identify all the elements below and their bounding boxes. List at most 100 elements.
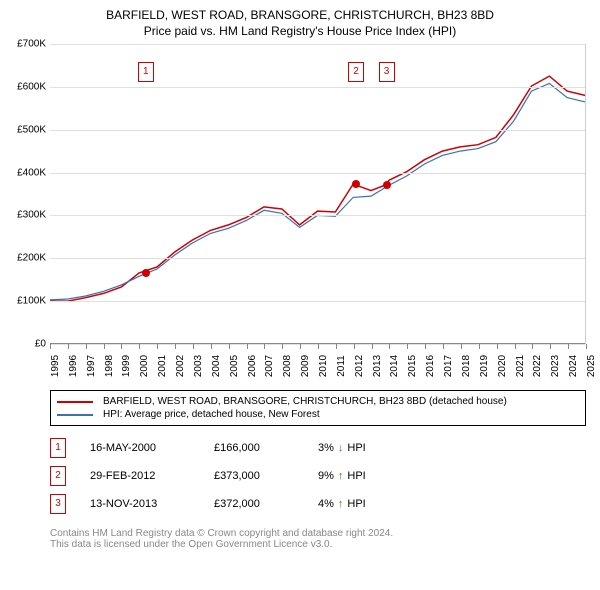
x-axis-label: 2010	[318, 355, 329, 377]
x-tick	[389, 344, 390, 349]
gridline	[50, 44, 585, 45]
gridline	[50, 130, 585, 131]
x-axis-label: 2011	[336, 355, 347, 377]
arrow-up-icon: ↑	[338, 470, 344, 482]
gridline	[50, 301, 585, 302]
y-axis-label: £100K	[17, 296, 50, 307]
x-tick	[550, 344, 551, 349]
event-diff: 9% ↑HPI	[318, 470, 366, 482]
footer-attribution: Contains HM Land Registry data © Crown c…	[50, 528, 586, 550]
event-price: £372,000	[214, 498, 294, 510]
x-tick	[86, 344, 87, 349]
footer-line-2: This data is licensed under the Open Gov…	[50, 539, 586, 550]
chart-area: £0£100K£200K£300K£400K£500K£600K£700K123…	[50, 44, 586, 384]
y-axis-label: £600K	[17, 81, 50, 92]
x-tick	[354, 344, 355, 349]
x-axis-label: 1997	[86, 355, 97, 377]
marker-badge: 1	[138, 62, 154, 82]
arrow-down-icon: ↓	[338, 442, 344, 454]
x-tick	[336, 344, 337, 349]
x-axis-label: 1995	[50, 355, 61, 377]
x-tick	[50, 344, 51, 349]
event-diff: 3%↓HPI	[318, 442, 366, 454]
series-line-property	[50, 76, 585, 301]
x-axis-label: 2023	[550, 355, 561, 377]
x-axis-label: 2016	[425, 355, 436, 377]
x-axis-labels: 1995199619971998199920002001200220032004…	[50, 344, 586, 384]
x-axis-label: 2002	[175, 355, 186, 377]
gridline	[50, 87, 585, 88]
x-tick	[68, 344, 69, 349]
x-tick	[568, 344, 569, 349]
marker-dot	[142, 269, 150, 277]
event-diff-pct: 4%	[318, 498, 334, 510]
x-axis-label: 2003	[193, 355, 204, 377]
series-line-hpi	[50, 83, 585, 300]
x-axis-label: 2017	[443, 355, 454, 377]
y-axis-label: £400K	[17, 167, 50, 178]
legend-swatch	[57, 401, 93, 403]
x-axis-label: 2021	[515, 355, 526, 377]
x-tick	[407, 344, 408, 349]
event-row: 2 29-FEB-2012 £373,000 9% ↑HPI	[50, 462, 586, 490]
x-tick	[193, 344, 194, 349]
y-axis-label: £0	[35, 339, 50, 350]
x-tick	[104, 344, 105, 349]
gridline	[50, 215, 585, 216]
event-row: 116-MAY-2000£166,0003%↓HPI	[50, 434, 586, 462]
x-tick	[282, 344, 283, 349]
arrow-up-icon: ↑	[338, 498, 344, 510]
x-axis-label: 2025	[586, 355, 597, 377]
marker-dot	[352, 180, 360, 188]
event-vs-label: HPI	[347, 470, 365, 482]
event-price: £373,000	[214, 470, 294, 482]
event-price: £166,000	[214, 442, 294, 454]
legend-row: BARFIELD, WEST ROAD, BRANSGORE, CHRISTCH…	[57, 395, 579, 408]
legend-row: HPI: Average price, detached house, New …	[57, 408, 579, 421]
event-vs-label: HPI	[347, 442, 365, 454]
gridline	[50, 173, 585, 174]
event-vs-label: HPI	[347, 498, 365, 510]
x-tick	[497, 344, 498, 349]
x-axis-label: 2013	[372, 355, 383, 377]
x-tick	[532, 344, 533, 349]
x-axis-label: 2015	[407, 355, 418, 377]
plot-region: £0£100K£200K£300K£400K£500K£600K£700K123	[50, 44, 586, 344]
x-tick	[157, 344, 158, 349]
x-tick	[461, 344, 462, 349]
x-axis-label: 2019	[479, 355, 490, 377]
event-badge: 2	[50, 466, 66, 486]
x-axis-label: 2006	[247, 355, 258, 377]
events-table: 116-MAY-2000£166,0003%↓HPI229-FEB-2012£3…	[50, 434, 586, 518]
x-tick	[586, 344, 587, 349]
x-tick	[372, 344, 373, 349]
x-tick	[229, 344, 230, 349]
y-axis-label: £500K	[17, 124, 50, 135]
x-tick	[121, 344, 122, 349]
x-tick	[318, 344, 319, 349]
x-axis-label: 2005	[229, 355, 240, 377]
x-tick	[175, 344, 176, 349]
x-tick	[247, 344, 248, 349]
x-axis-label: 1998	[104, 355, 115, 377]
x-tick	[425, 344, 426, 349]
x-axis-label: 2000	[139, 355, 150, 377]
x-tick	[139, 344, 140, 349]
x-tick	[211, 344, 212, 349]
x-axis-label: 2004	[211, 355, 222, 377]
x-tick	[515, 344, 516, 349]
event-date: 29-FEB-2012	[90, 470, 190, 482]
event-date: 16-MAY-2000	[90, 442, 190, 454]
y-axis-label: £300K	[17, 210, 50, 221]
marker-badge: 3	[379, 62, 395, 82]
x-axis-label: 2020	[497, 355, 508, 377]
chart-title: BARFIELD, WEST ROAD, BRANSGORE, CHRISTCH…	[10, 8, 590, 22]
x-axis-label: 2012	[354, 355, 365, 377]
x-axis-label: 2008	[282, 355, 293, 377]
event-diff-pct: 9%	[318, 470, 334, 482]
x-axis-label: 2018	[461, 355, 472, 377]
y-axis-label: £200K	[17, 253, 50, 264]
legend-label: BARFIELD, WEST ROAD, BRANSGORE, CHRISTCH…	[103, 396, 507, 407]
chart-subtitle: Price paid vs. HM Land Registry's House …	[10, 24, 590, 38]
x-axis-label: 2024	[568, 355, 579, 377]
